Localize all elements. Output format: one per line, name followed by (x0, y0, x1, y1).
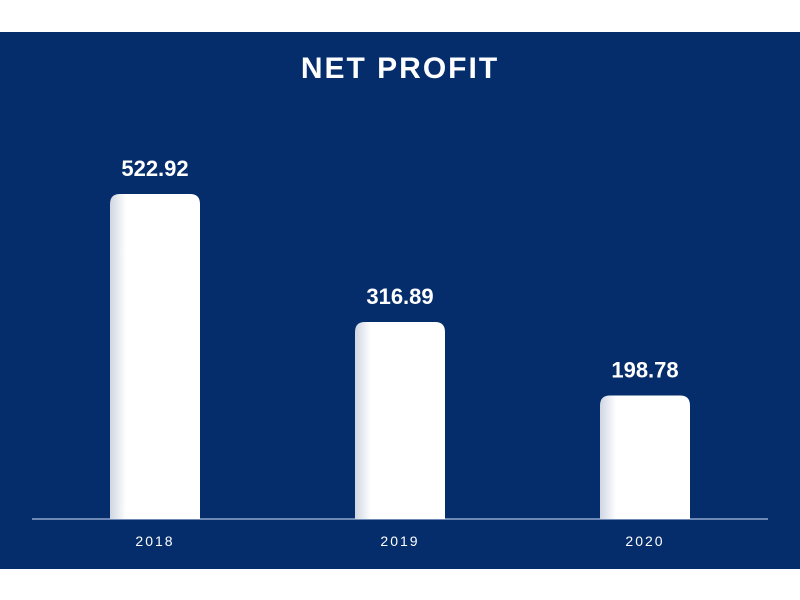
chart-panel: NET PROFIT 522.92 2018 316.89 2019 198.78 202… (0, 32, 800, 569)
category-label-2020: 2020 (625, 533, 664, 549)
chart-title: NET PROFIT (300, 52, 500, 85)
category-label-2018: 2018 (135, 533, 174, 549)
bar-chart: 522.92 2018 316.89 2019 198.78 2020 (32, 156, 768, 549)
value-label-2018: 522.92 (121, 156, 188, 181)
value-label-2020: 198.78 (611, 357, 678, 382)
value-label-2019: 316.89 (366, 284, 433, 309)
bar-2019 (355, 322, 445, 519)
category-label-2019: 2019 (380, 533, 419, 549)
bar-2020 (600, 395, 690, 519)
bar-2018 (110, 194, 200, 519)
